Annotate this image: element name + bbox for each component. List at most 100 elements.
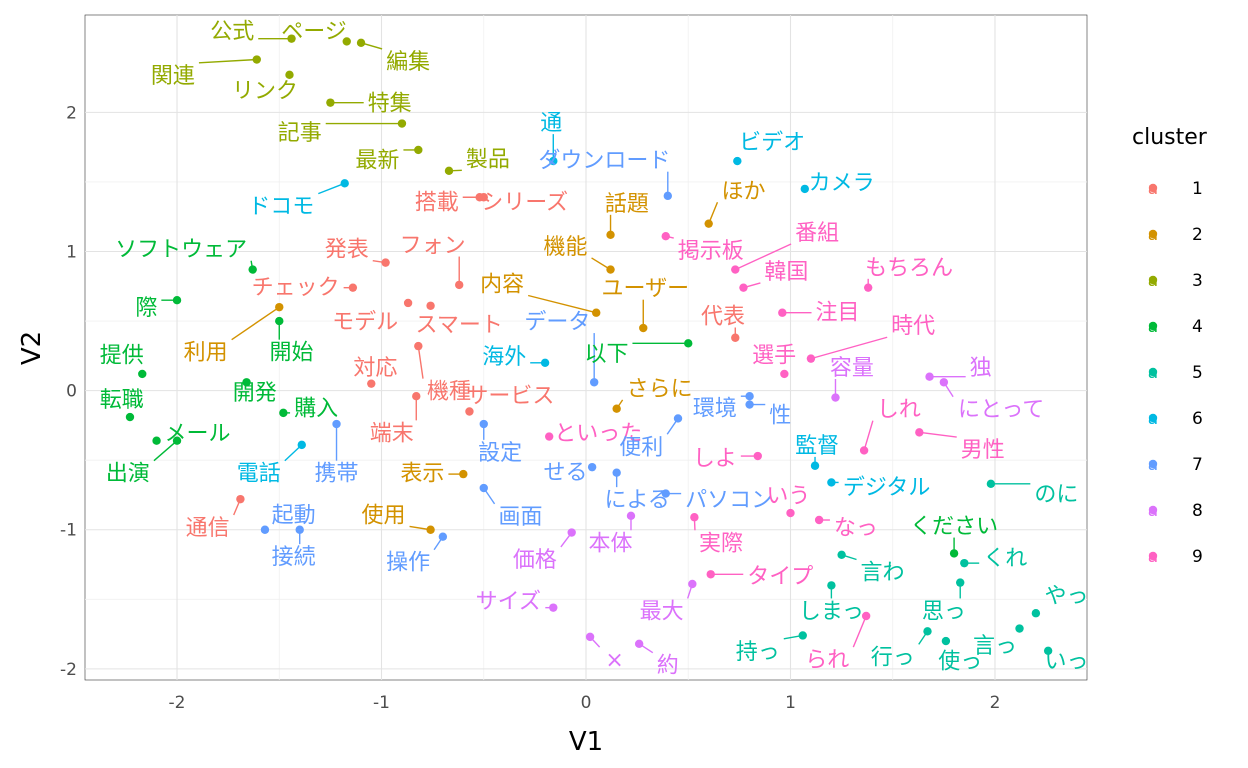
point-label: ユーザー (602, 277, 690, 302)
data-point (704, 219, 713, 228)
point-label: のに (1034, 483, 1078, 508)
point-label: 海外 (482, 345, 526, 370)
data-point (663, 191, 672, 201)
legend-key-glyph: a (1148, 317, 1158, 337)
data-point (673, 414, 683, 423)
data-point (455, 280, 464, 290)
legend-key-point (1148, 229, 1158, 239)
data-point (275, 302, 284, 312)
point-label: による (604, 488, 669, 513)
legend-key-point (1148, 183, 1158, 193)
point-label: せる (544, 460, 588, 485)
point-label: 機種 (427, 380, 471, 405)
point-label: なっ (834, 516, 878, 541)
point-label: スマート (416, 313, 503, 338)
point-label: 記事 (278, 121, 322, 146)
data-point (800, 184, 810, 194)
data-point (688, 579, 697, 589)
legend-key-glyph: a (1148, 547, 1158, 567)
point-label: 通信 (186, 516, 230, 541)
y-tick-label: 2 (66, 103, 77, 123)
data-point (941, 636, 951, 646)
legend-key-glyph: a (1148, 501, 1158, 521)
data-point (960, 558, 969, 568)
data-point (780, 369, 789, 379)
point-label: 携帯 (315, 462, 359, 487)
point-label: 対応 (353, 356, 397, 381)
point-label: 話題 (605, 192, 649, 217)
point-label: モデル (332, 310, 398, 335)
data-point (587, 462, 597, 472)
data-point (172, 295, 182, 305)
data-point (986, 479, 996, 489)
point-label: ドコモ (248, 195, 314, 220)
leader-line (231, 306, 280, 341)
point-label: 番組 (795, 221, 839, 246)
point-label: メール (164, 421, 230, 446)
point-label: 通 (540, 111, 562, 136)
point-label: 男性 (961, 438, 1005, 463)
point-label: 特集 (368, 92, 412, 117)
point-label: 発表 (325, 238, 369, 263)
data-point (297, 440, 306, 450)
legend-title: cluster (1132, 125, 1208, 150)
x-axis-title: V1 (569, 727, 603, 757)
point-label: 操作 (386, 551, 430, 576)
data-point (798, 631, 807, 640)
legend-key-point (1148, 321, 1158, 331)
data-point (549, 156, 558, 166)
data-point (661, 489, 670, 498)
data-point (356, 38, 366, 48)
point-label: 利用 (184, 341, 228, 366)
data-point (837, 550, 846, 559)
leader-line (810, 336, 888, 360)
data-point (444, 166, 454, 176)
point-label: デジタル (843, 476, 931, 501)
leader-line (919, 431, 957, 438)
y-tick-label: 0 (66, 382, 77, 402)
leader-line (318, 182, 345, 195)
data-point (479, 193, 488, 202)
y-tick-label: -1 (60, 521, 77, 541)
point-label: しよ (693, 446, 737, 471)
data-point (745, 400, 754, 409)
legend-key-glyph: a (1148, 225, 1158, 245)
data-point (806, 354, 816, 363)
data-point (403, 298, 413, 308)
point-label: 機能 (544, 235, 588, 260)
point-label: データ (524, 310, 590, 335)
point-label: ほか (721, 179, 765, 204)
point-label: 開発 (233, 381, 277, 406)
data-point (626, 511, 636, 521)
leader-line (198, 58, 257, 64)
point-label: タイプ (747, 565, 813, 590)
legend-key-point (1148, 367, 1158, 377)
data-point (606, 265, 615, 274)
point-label: 接続 (272, 545, 316, 570)
data-point (414, 341, 423, 351)
data-point (592, 308, 601, 317)
point-label: パソコン (685, 488, 773, 513)
point-label: 本体 (589, 531, 633, 556)
point-label: ダウンロード (538, 149, 670, 174)
point-label: 思っ (922, 599, 966, 624)
legend-label: 6 (1192, 409, 1203, 429)
data-point (923, 627, 932, 636)
point-label: 編集 (386, 50, 430, 75)
legend-key-glyph: a (1148, 409, 1158, 429)
point-label: にとって (958, 398, 1044, 423)
legend-key-point (1148, 505, 1158, 515)
data-point (326, 98, 335, 107)
point-label: フォン (400, 234, 466, 259)
point-label: 独 (970, 356, 992, 381)
legend-label: 7 (1192, 455, 1203, 475)
data-point (242, 378, 251, 387)
point-label: 容量 (830, 356, 874, 381)
legend-label: 4 (1192, 317, 1203, 337)
data-point (745, 391, 754, 401)
point-label: 約 (657, 654, 679, 679)
data-point (295, 525, 304, 534)
